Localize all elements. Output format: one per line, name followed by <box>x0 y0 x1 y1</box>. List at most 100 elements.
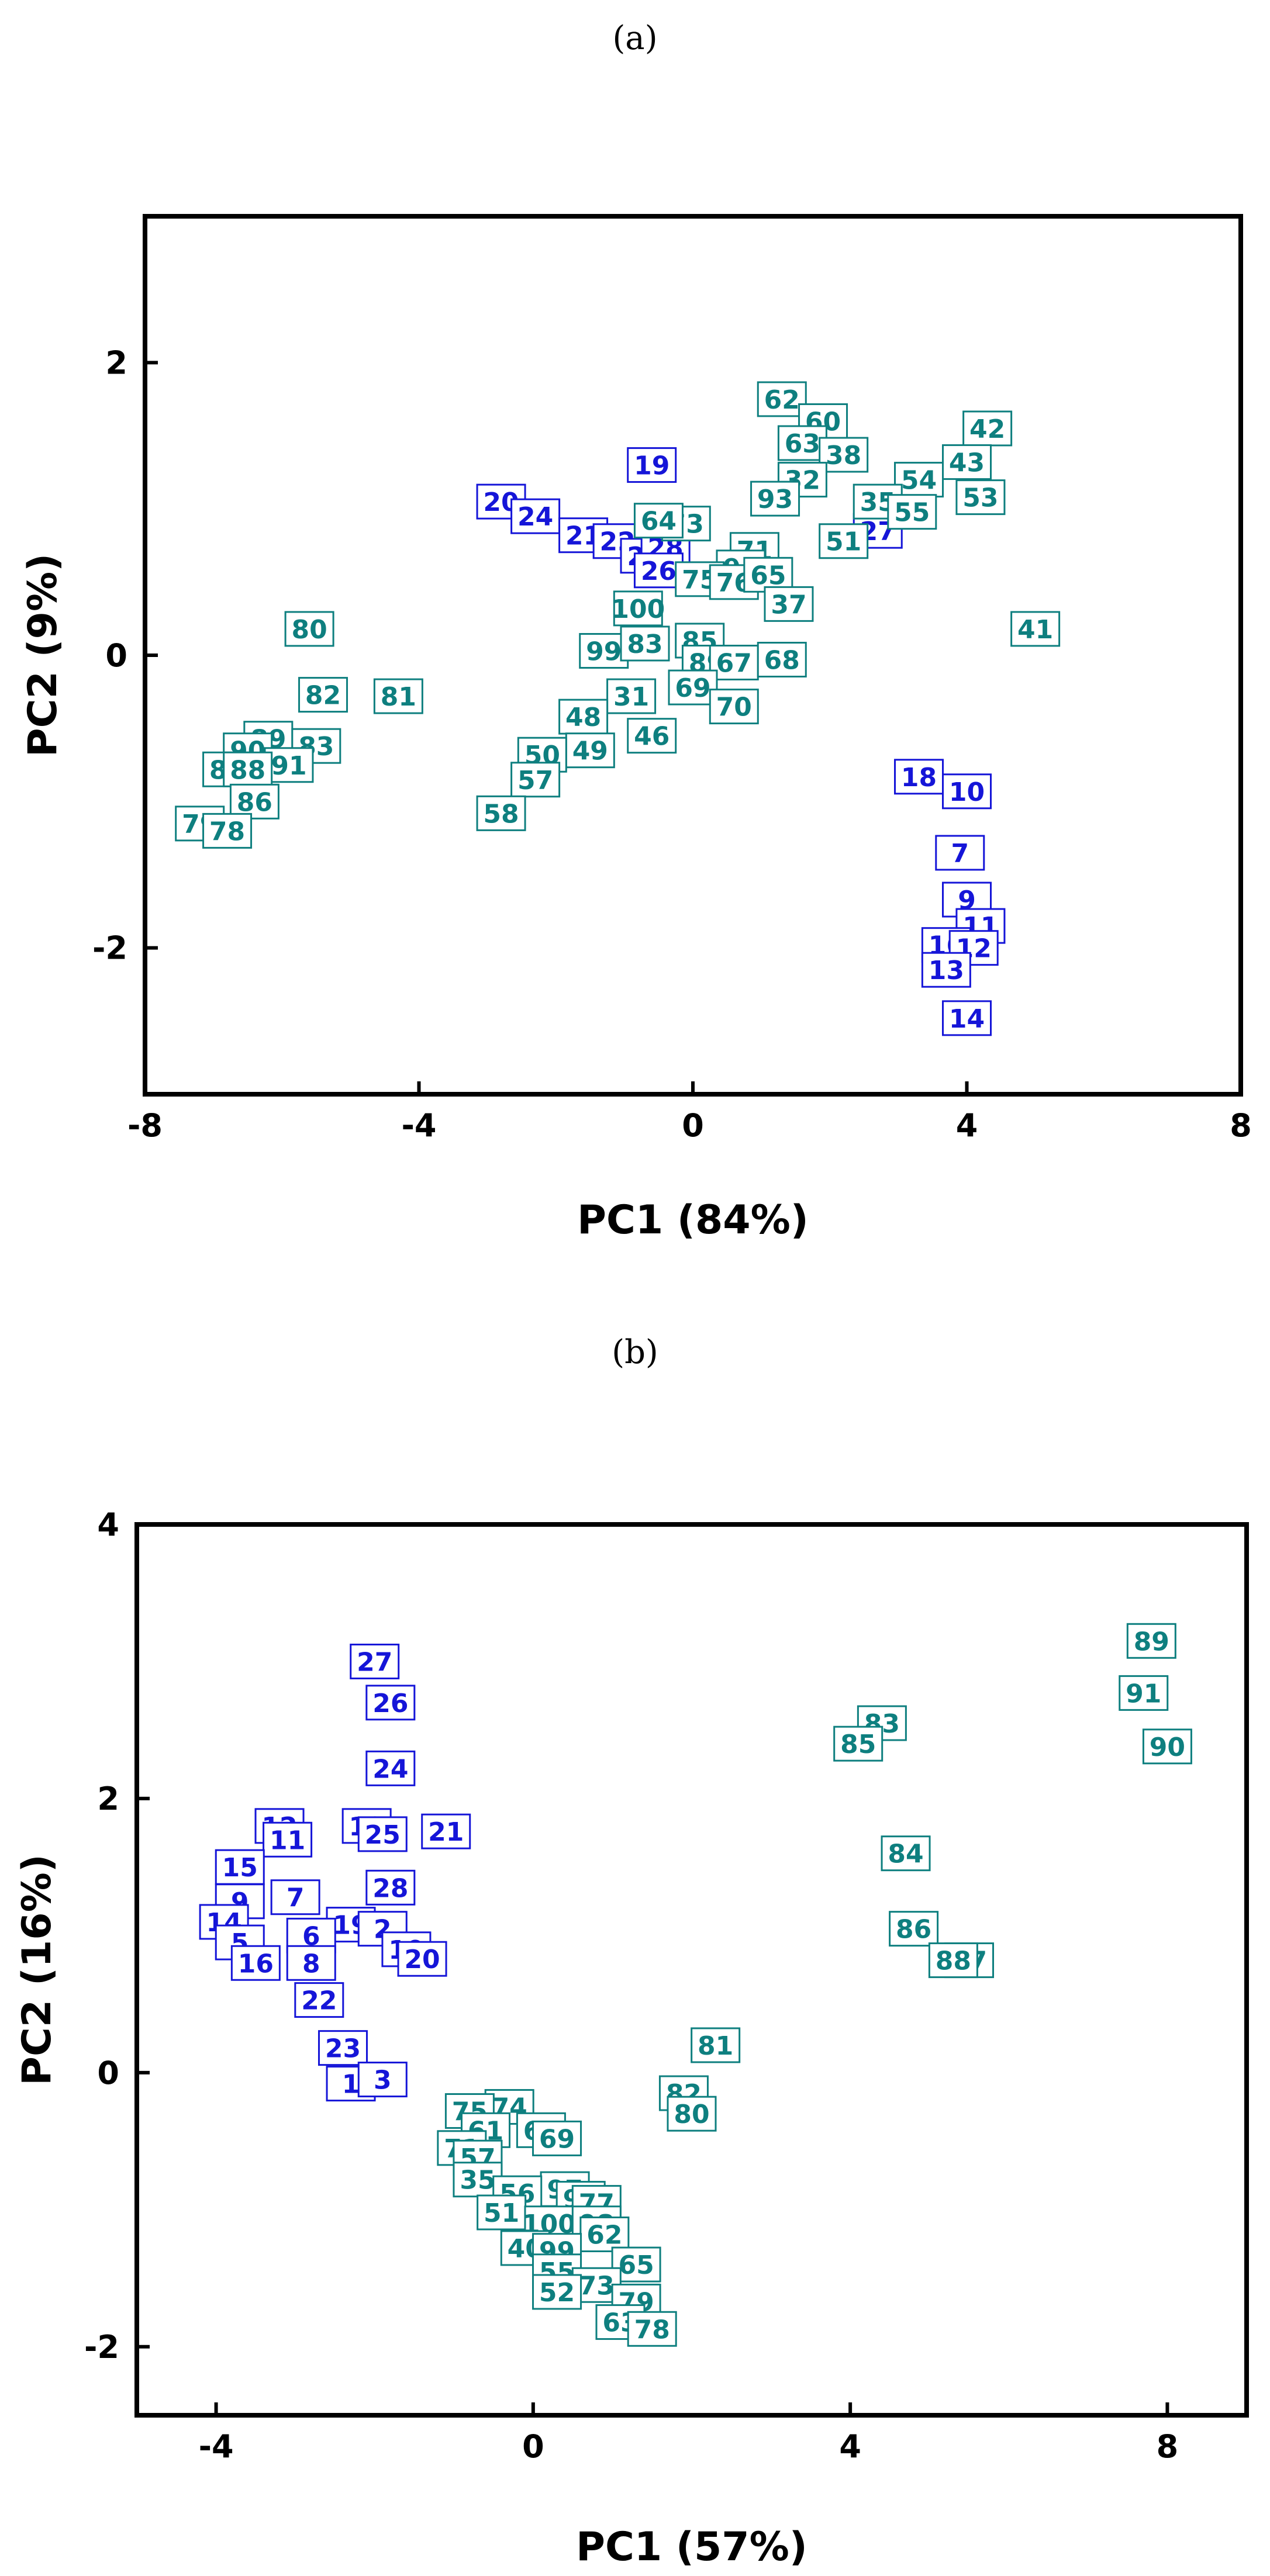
point-box <box>365 1750 416 1786</box>
panel-a: (a) 192024212223282627181079111612131462… <box>20 19 1252 1243</box>
point-box <box>613 590 663 627</box>
panel-a-point-teal: 31 <box>606 678 657 714</box>
point-label: 43 <box>949 448 985 478</box>
panel-a-point-teal: 78 <box>202 812 253 849</box>
point-label: 67 <box>716 649 752 679</box>
point-box <box>263 1821 313 1858</box>
point-label: 84 <box>888 1839 923 1869</box>
panel-b-point-blue: 23 <box>318 2030 368 2066</box>
panel-b-point-teal: 86 <box>889 1911 939 1947</box>
point-box <box>881 1835 931 1872</box>
panel-a-point-blue: 14 <box>942 1000 992 1036</box>
panel-b-point-teal: 85 <box>833 1726 884 1762</box>
panel-a-point-teal: 43 <box>942 444 992 480</box>
panel-a-point-teal: 100 <box>611 590 665 627</box>
point-box <box>955 479 1006 516</box>
panel-a-y-tick-label: 0 <box>105 637 127 674</box>
point-box <box>565 732 615 769</box>
point-label: 90 <box>1150 1733 1185 1762</box>
panel-b-point-teal: 52 <box>532 2274 582 2310</box>
point-label: 42 <box>969 414 1005 444</box>
point-label: 24 <box>517 502 553 532</box>
point-label: 51 <box>826 527 861 557</box>
panel-a-point-teal: 67 <box>709 645 759 681</box>
panel-b-point-teal: 51 <box>477 2194 527 2231</box>
point-box <box>667 2096 717 2132</box>
point-label: 53 <box>962 483 998 513</box>
panel-b: (b) 272624121113252115287914192651020816… <box>14 1333 1249 2570</box>
panel-b-x-axis-title: PC1 (57%) <box>576 2524 807 2570</box>
point-box <box>264 747 314 783</box>
point-box <box>202 812 253 849</box>
point-label: 65 <box>750 561 786 590</box>
point-box <box>350 1643 400 1679</box>
point-box <box>229 783 279 820</box>
point-label: 78 <box>634 2315 670 2345</box>
point-label: 7 <box>951 839 969 869</box>
panel-a-point-teal: 37 <box>764 586 814 622</box>
point-box <box>294 1982 344 2018</box>
panel-b-point-teal: 65 <box>611 2246 661 2283</box>
point-label: 81 <box>698 2031 733 2061</box>
point-box <box>757 642 807 678</box>
panel-b-point-blue: 21 <box>421 1813 471 1849</box>
point-label: 18 <box>901 763 937 793</box>
point-label: 88 <box>936 1946 971 1976</box>
point-box <box>942 1000 992 1036</box>
point-label: 63 <box>785 429 820 459</box>
point-label: 19 <box>634 451 669 481</box>
point-box <box>477 2194 527 2231</box>
point-label: 8 <box>302 1949 320 1979</box>
point-box <box>894 462 944 498</box>
point-label: 57 <box>517 766 553 796</box>
panel-b-point-teal: 91 <box>1119 1675 1169 1711</box>
point-label: 16 <box>238 1949 274 1979</box>
point-box <box>373 678 423 714</box>
point-label: 51 <box>484 2198 519 2228</box>
panel-a-point-teal: 51 <box>819 523 869 559</box>
point-label: 62 <box>586 2221 622 2250</box>
panel-a-point-teal: 41 <box>1010 611 1061 647</box>
point-label: 13 <box>929 956 964 986</box>
panel-a-point-teal: 81 <box>373 678 423 714</box>
point-box <box>709 645 759 681</box>
point-label: 70 <box>716 693 752 722</box>
panel-b-y-tick-label: 2 <box>97 1780 119 1817</box>
panel-b-point-teal: 69 <box>532 2120 582 2156</box>
point-label: 89 <box>1134 1627 1169 1657</box>
point-box <box>921 952 971 988</box>
panel-a-point-blue: 24 <box>510 498 561 534</box>
point-box <box>286 1945 336 1981</box>
point-label: 83 <box>627 630 662 659</box>
point-box <box>668 669 718 706</box>
panel-a-point-blue: 26 <box>633 552 684 589</box>
panel-b-y-tick-label: 4 <box>97 1506 119 1543</box>
panel-b-point-teal: 90 <box>1142 1728 1192 1765</box>
point-box <box>942 773 992 810</box>
panel-b-x-tick-label: 4 <box>839 2428 861 2465</box>
panel-a-point-blue: 7 <box>935 835 985 871</box>
panel-b-point-teal: 62 <box>579 2217 630 2253</box>
point-box <box>757 381 807 417</box>
point-box <box>284 611 334 647</box>
panel-b-point-blue: 26 <box>365 1685 416 1721</box>
point-label: 10 <box>949 777 985 807</box>
point-label: 91 <box>271 751 306 781</box>
panel-b-point-teal: 78 <box>627 2311 677 2347</box>
point-box <box>510 498 561 534</box>
point-box <box>819 437 869 473</box>
point-box <box>942 444 992 480</box>
panel-b-point-blue: 25 <box>357 1816 408 1852</box>
panel-a-point-teal: 55 <box>887 494 937 530</box>
panel-a-x-tick-label: 0 <box>682 1107 704 1144</box>
point-label: 64 <box>641 507 677 537</box>
panel-a-point-teal: 65 <box>743 556 793 593</box>
panel-b-y-tick-label: 0 <box>97 2055 119 2091</box>
point-label: 26 <box>641 556 677 586</box>
panel-a-point-teal: 86 <box>229 783 279 820</box>
panel-a-x-tick-label: 4 <box>956 1107 978 1144</box>
panel-a-points: 1920242122232826271810791116121314626063… <box>175 381 1061 1036</box>
panel-a-point-teal: 99 <box>579 632 629 669</box>
panel-a-point-teal: 32 <box>777 462 827 498</box>
panel-b-x-tick-label: -4 <box>199 2428 234 2465</box>
